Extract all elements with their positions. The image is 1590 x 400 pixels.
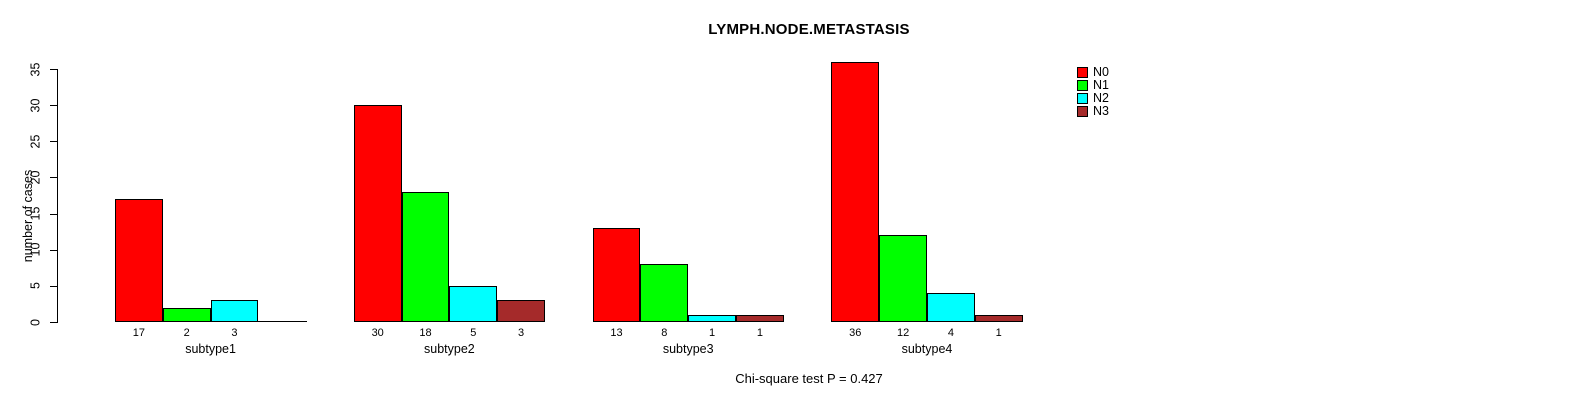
bar-N2-subtype4 bbox=[927, 293, 975, 322]
y-tick-label: 25 bbox=[28, 134, 43, 149]
y-tick-label: 10 bbox=[28, 242, 43, 257]
y-axis-line bbox=[57, 69, 58, 323]
bar-value-label: 5 bbox=[470, 327, 477, 339]
legend-swatch-N3 bbox=[1077, 106, 1088, 117]
bar-value-label: 2 bbox=[183, 327, 190, 339]
bar-N2-subtype3 bbox=[688, 314, 736, 322]
bar-N2-subtype1 bbox=[210, 300, 259, 322]
y-tick bbox=[50, 105, 57, 107]
y-tick-label: 15 bbox=[28, 206, 43, 221]
bar-value-label: 36 bbox=[849, 327, 862, 339]
category-label-subtype3: subtype3 bbox=[662, 342, 714, 356]
y-tick bbox=[50, 249, 57, 251]
legend: N0 N1 N2 N3 bbox=[1077, 66, 1109, 118]
bar-N1-subtype2 bbox=[401, 191, 450, 322]
legend-item-N0: N0 bbox=[1077, 66, 1109, 79]
bar-value-label: 17 bbox=[132, 327, 146, 339]
bar-value-label: 8 bbox=[661, 327, 668, 339]
y-tick bbox=[50, 213, 57, 215]
y-tick bbox=[50, 285, 57, 287]
legend-label-N3: N3 bbox=[1093, 104, 1109, 118]
bar-N3-subtype3 bbox=[736, 314, 784, 322]
legend-label-N2: N2 bbox=[1093, 91, 1109, 105]
y-tick bbox=[50, 177, 57, 179]
bar-value-label: 3 bbox=[231, 327, 238, 339]
y-tick-label: 35 bbox=[28, 62, 43, 76]
category-label-subtype2: subtype2 bbox=[424, 342, 475, 356]
bar-value-label: 1 bbox=[756, 327, 763, 339]
bar-N1-subtype4 bbox=[879, 235, 927, 322]
legend-swatch-N1 bbox=[1077, 80, 1088, 91]
y-tick bbox=[50, 322, 57, 323]
legend-label-N0: N0 bbox=[1093, 65, 1109, 79]
bar-N1-subtype1 bbox=[162, 307, 211, 322]
bar-N0-subtype4 bbox=[831, 61, 880, 322]
legend-label-N1: N1 bbox=[1093, 78, 1109, 92]
bar-N0-subtype3 bbox=[592, 228, 641, 322]
bar-value-label: 1 bbox=[709, 327, 716, 339]
bar-N3-subtype1-zero bbox=[258, 321, 308, 322]
bar-value-label: 18 bbox=[419, 327, 432, 339]
legend-item-N2: N2 bbox=[1077, 92, 1109, 105]
chi-square-note: Chi-square test P = 0.427 bbox=[735, 371, 883, 386]
bar-value-label: 1 bbox=[995, 327, 1002, 339]
bar-value-label: 13 bbox=[610, 327, 623, 339]
bar-value-label: 12 bbox=[896, 327, 910, 339]
bar-N2-subtype2 bbox=[449, 285, 498, 322]
bar-N0-subtype2 bbox=[353, 105, 402, 322]
bar-value-label: 4 bbox=[947, 327, 954, 339]
chart-title: LYMPH.NODE.METASTASIS bbox=[708, 21, 910, 38]
bar-N3-subtype4 bbox=[974, 314, 1023, 322]
bar-N0-subtype1 bbox=[115, 199, 163, 322]
y-tick bbox=[50, 69, 57, 70]
bar-N3-subtype2 bbox=[497, 300, 545, 322]
y-tick-label: 5 bbox=[28, 282, 43, 290]
y-tick-label: 0 bbox=[28, 318, 43, 326]
bar-value-label: 30 bbox=[371, 327, 384, 339]
bar-value-label: 3 bbox=[518, 327, 525, 339]
legend-swatch-N0 bbox=[1077, 67, 1088, 78]
y-tick-label: 20 bbox=[28, 170, 43, 185]
y-tick-label: 30 bbox=[28, 98, 43, 113]
y-tick bbox=[50, 141, 57, 143]
legend-swatch-N2 bbox=[1077, 93, 1088, 104]
category-label-subtype1: subtype1 bbox=[185, 342, 236, 356]
category-label-subtype4: subtype4 bbox=[901, 342, 953, 356]
legend-item-N3: N3 bbox=[1077, 105, 1109, 118]
bar-N1-subtype3 bbox=[640, 264, 689, 322]
legend-item-N1: N1 bbox=[1077, 79, 1109, 92]
